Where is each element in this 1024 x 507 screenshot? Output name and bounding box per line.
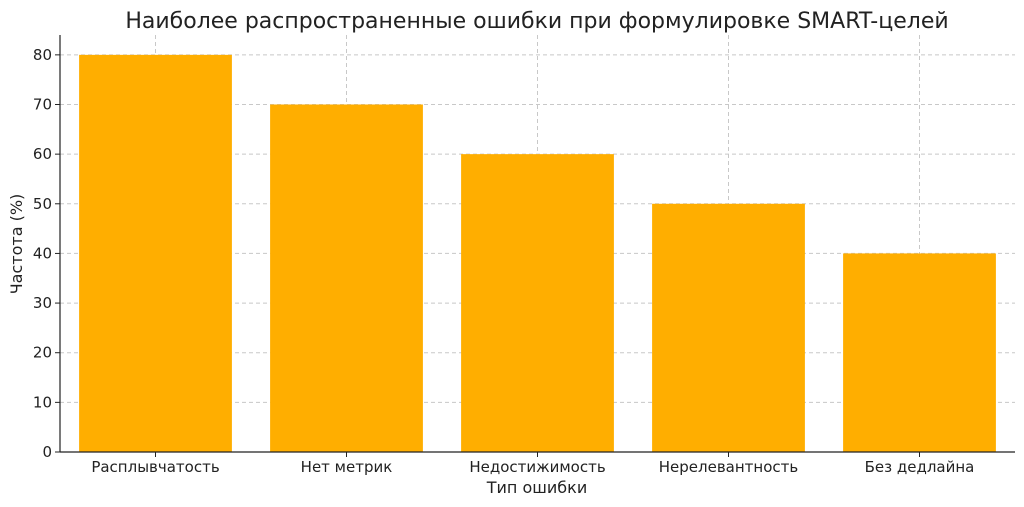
y-tick-label: 60 [33, 145, 52, 163]
x-tick-label: Без дедлайна [865, 458, 975, 476]
chart-title: Наиболее распространенные ошибки при фор… [125, 9, 948, 34]
y-tick-label: 30 [33, 294, 52, 312]
y-tick-label: 70 [33, 96, 52, 114]
x-tick-label: Нерелевантность [659, 458, 798, 476]
y-tick-label: 10 [33, 393, 52, 411]
x-tick-label: Нет метрик [301, 458, 393, 476]
y-tick-label: 50 [33, 195, 52, 213]
bars [79, 54, 996, 452]
y-tick-label: 20 [33, 344, 52, 362]
bar [843, 253, 996, 452]
y-axis-label: Частота (%) [7, 194, 26, 295]
x-ticks: Расплывчатость Нет метрик Недостижимость Не… [91, 452, 974, 476]
x-tick-label: Расплывчатость [91, 458, 219, 476]
y-ticks: 0 10 20 30 40 50 60 70 80 [33, 46, 60, 461]
y-tick-label: 0 [42, 443, 52, 461]
bar [270, 104, 423, 452]
y-tick-label: 80 [33, 46, 52, 64]
bar [79, 54, 232, 452]
x-axis-label: Тип ошибки [486, 478, 587, 497]
x-tick-label: Недостижимость [469, 458, 605, 476]
bar [461, 154, 614, 452]
y-tick-label: 40 [33, 244, 52, 262]
bar [652, 203, 805, 452]
